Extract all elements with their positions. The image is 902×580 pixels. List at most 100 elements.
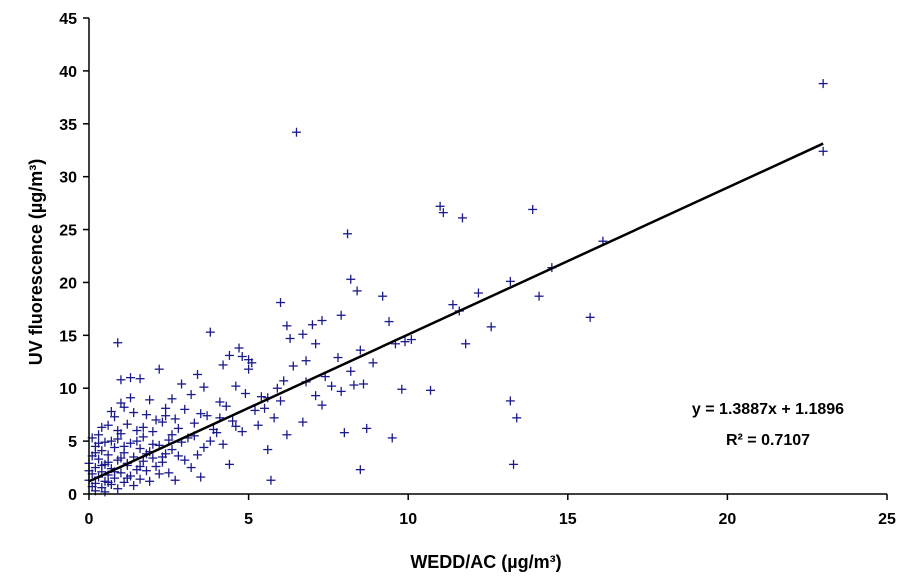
data-point xyxy=(218,439,228,449)
y-tick-label: 10 xyxy=(59,381,77,398)
data-point xyxy=(132,436,142,446)
data-point xyxy=(94,438,104,448)
data-point xyxy=(438,208,448,218)
data-point xyxy=(231,421,241,431)
data-point xyxy=(148,453,158,463)
data-point xyxy=(234,343,244,353)
data-point xyxy=(193,369,203,379)
data-point xyxy=(250,405,260,415)
data-point xyxy=(327,381,337,391)
data-point xyxy=(253,420,263,430)
y-tick-label: 20 xyxy=(59,275,77,292)
data-point xyxy=(135,444,145,454)
data-point xyxy=(193,450,203,460)
data-point xyxy=(148,427,158,437)
data-point xyxy=(473,288,483,298)
data-point xyxy=(349,380,359,390)
data-point xyxy=(154,364,164,374)
data-point xyxy=(534,291,544,301)
x-axis-ticks: 0 5 10 15 20 25 xyxy=(85,494,896,528)
data-point xyxy=(164,435,174,445)
x-tick-label: 20 xyxy=(719,511,737,528)
data-point xyxy=(448,300,458,310)
data-point xyxy=(110,442,120,452)
data-point xyxy=(205,436,215,446)
data-point xyxy=(97,446,107,456)
data-point xyxy=(397,384,407,394)
data-point xyxy=(260,403,270,413)
data-point xyxy=(138,432,148,442)
x-tick-label: 10 xyxy=(399,511,417,528)
data-point xyxy=(186,390,196,400)
data-point xyxy=(818,79,828,89)
data-point xyxy=(135,461,145,471)
x-tick-label: 0 xyxy=(85,511,94,528)
data-point xyxy=(199,442,209,452)
data-point xyxy=(240,389,250,399)
r-squared-label: R² = 0.7107 xyxy=(726,432,810,449)
data-point xyxy=(256,392,266,402)
data-point xyxy=(247,358,257,368)
data-point xyxy=(113,426,123,436)
x-tick-label: 5 xyxy=(244,511,253,528)
data-point xyxy=(196,472,206,482)
data-point xyxy=(173,423,183,433)
data-point xyxy=(339,428,349,438)
trendline xyxy=(88,142,824,483)
data-point xyxy=(135,474,145,484)
data-point xyxy=(122,473,132,483)
data-point xyxy=(346,274,356,284)
data-point xyxy=(384,317,394,327)
data-point xyxy=(231,381,241,391)
data-point xyxy=(298,417,308,427)
data-point xyxy=(343,229,353,239)
data-point xyxy=(154,469,164,479)
data-point xyxy=(387,433,397,443)
data-point xyxy=(170,475,180,485)
data-point xyxy=(106,436,116,446)
data-point xyxy=(138,422,148,432)
data-point xyxy=(298,329,308,339)
data-point xyxy=(189,418,199,428)
data-point xyxy=(148,439,158,449)
data-point xyxy=(129,408,139,418)
data-point xyxy=(90,448,100,458)
data-point xyxy=(457,213,467,223)
data-point xyxy=(285,334,295,344)
data-point xyxy=(151,415,161,425)
data-point xyxy=(202,411,212,421)
data-point xyxy=(282,321,292,331)
y-axis-title: UV fluorescence (µg/m³) xyxy=(26,159,46,365)
data-point xyxy=(113,338,123,348)
data-point xyxy=(269,413,279,423)
data-point xyxy=(311,339,321,349)
data-point xyxy=(151,461,161,471)
data-point xyxy=(177,379,187,389)
data-point xyxy=(266,475,276,485)
data-point xyxy=(317,400,327,410)
x-tick-label: 15 xyxy=(559,511,577,528)
data-point xyxy=(400,337,410,347)
y-tick-label: 15 xyxy=(59,328,77,345)
data-point xyxy=(333,353,343,363)
data-point xyxy=(355,465,365,475)
data-point xyxy=(512,413,522,423)
data-point xyxy=(368,358,378,368)
data-point xyxy=(486,322,496,332)
data-point xyxy=(94,454,104,464)
data-point xyxy=(528,204,538,214)
data-point xyxy=(145,476,155,486)
data-point xyxy=(113,434,123,444)
data-point xyxy=(103,477,113,487)
data-point xyxy=(116,453,126,463)
data-point xyxy=(157,417,167,427)
data-point xyxy=(110,412,120,422)
data-point xyxy=(317,316,327,326)
data-point xyxy=(272,383,282,393)
y-tick-label: 45 xyxy=(59,11,77,28)
data-point xyxy=(116,375,126,385)
data-point xyxy=(90,463,100,473)
data-point xyxy=(336,386,346,396)
data-point xyxy=(97,422,107,432)
